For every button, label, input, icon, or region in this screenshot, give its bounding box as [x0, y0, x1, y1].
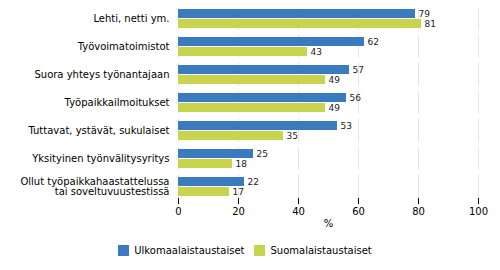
svg-text:Työvoimatoimistot: Työvoimatoimistot [77, 41, 170, 52]
svg-text:Ollut työpaikkahaasta­ttelussa: Ollut työpaikkahaasta­ttelussatai sovelt… [20, 176, 169, 197]
html-text:Suomalaistaustaiset: Suomalaistaustaiset [270, 245, 372, 256]
svg-text:25: 25 [257, 149, 268, 159]
svg-text:49: 49 [329, 75, 341, 85]
svg-text:81: 81 [425, 19, 436, 29]
svg-text:Tuttavat, ystävät, sukulaiset: Tuttavat, ystävät, sukulaiset [27, 125, 169, 136]
svg-text:40: 40 [292, 206, 305, 217]
svg-text:17: 17 [233, 187, 244, 197]
svg-text:Työpaikkailmoitukset: Työpaikkailmoitukset [64, 97, 170, 108]
svg-text:43: 43 [311, 47, 322, 57]
svg-text:56: 56 [350, 93, 362, 103]
svg-text:35: 35 [287, 131, 298, 141]
svg-text:80: 80 [412, 206, 425, 217]
svg-text:Yksityinen työnvälitysyritys: Yksityinen työnvälitysyritys [31, 153, 169, 164]
svg-text:57: 57 [353, 65, 364, 75]
svg-text:53: 53 [341, 121, 352, 131]
svg-text:20: 20 [232, 206, 245, 217]
svg-text:49: 49 [329, 103, 341, 113]
svg-text:22: 22 [248, 177, 259, 187]
svg-text:60: 60 [352, 206, 365, 217]
svg-text:%: % [324, 218, 334, 229]
svg-text:79: 79 [419, 9, 431, 19]
svg-text:100: 100 [469, 206, 488, 217]
svg-text:18: 18 [236, 159, 248, 169]
svg-text:62: 62 [368, 37, 379, 47]
html-text:Ulkomaalaistaustaiset: Ulkomaalaistaustaiset [134, 245, 245, 256]
svg-text:Suora yhteys työnantajaan: Suora yhteys työnantajaan [34, 69, 169, 80]
svg-text:Lehti, netti ym.: Lehti, netti ym. [93, 13, 169, 24]
svg-text:0: 0 [175, 206, 181, 217]
